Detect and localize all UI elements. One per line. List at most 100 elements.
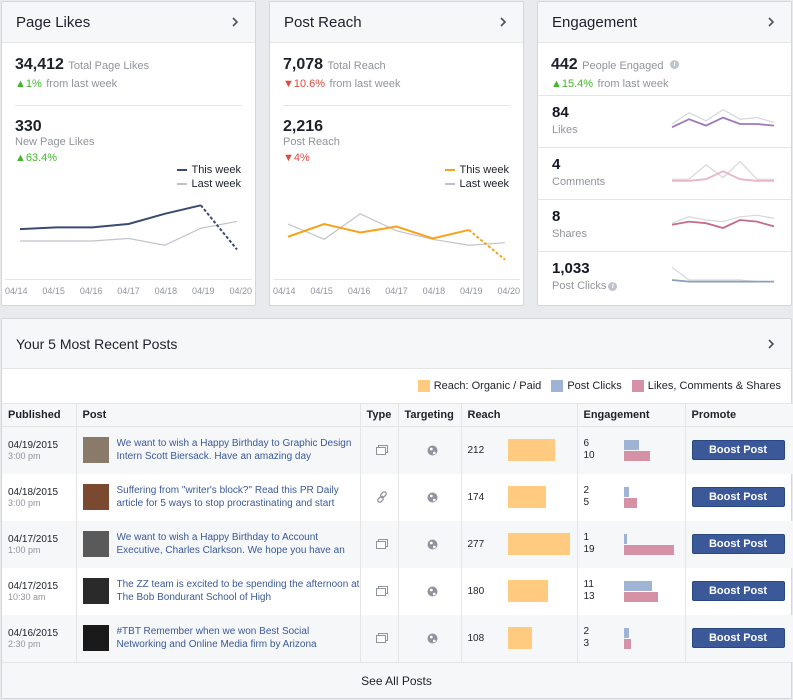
last-week-line — [20, 220, 238, 246]
engagement-sparkline — [671, 108, 775, 129]
post-clicks-value: 6 — [583, 438, 590, 450]
post-reach-chart — [287, 213, 506, 261]
new-page-likes-label: New Page Likes — [15, 136, 95, 148]
change-suffix: from last week — [329, 78, 401, 90]
post-reach-change: 4% — [293, 152, 310, 164]
engagement-row-comments[interactable]: 4 Comments — [538, 147, 791, 199]
recent-posts-card: Your 5 Most Recent Posts Reach: Organic … — [1, 318, 793, 699]
lcs-value: 3 — [583, 638, 590, 649]
post-cell[interactable]: We want to wish a Happy Birthday to Acco… — [76, 520, 361, 568]
change-suffix: from last week — [597, 78, 669, 90]
engagement-cell: 6 10 — [577, 426, 686, 474]
post-thumbnail[interactable] — [82, 531, 109, 557]
post-link[interactable]: #TBT Remember when we won Best Social Ne… — [116, 626, 317, 650]
targeting-cell — [398, 614, 462, 662]
legend-this-week: This week — [191, 164, 241, 176]
table-row: 04/16/2015 2:30 pm #TBT Remember when we w… — [2, 614, 793, 662]
boost-post-button[interactable]: Boost Post — [691, 534, 785, 554]
post-reach-x-axis: 04/14 04/15 04/16 04/17 04/18 04/19 04/20 — [273, 279, 520, 296]
post-reach-title: Post Reach — [284, 13, 362, 31]
post-link[interactable]: We want to wish a Happy Birthday to Acco… — [116, 532, 345, 556]
post-clicks-value: 11 — [583, 579, 594, 590]
post-clicks-bar — [623, 580, 653, 591]
boost-post-button[interactable]: Boost Post — [691, 581, 785, 601]
post-link[interactable]: Suffering from "writer's block?" Read th… — [116, 485, 339, 509]
reach-value: 277 — [467, 538, 485, 550]
post-clicks-bar — [623, 486, 629, 497]
new-page-likes-value: 330 — [15, 118, 42, 135]
legend-this-week: This week — [459, 164, 509, 176]
post-reach-header[interactable]: Post Reach — [270, 2, 523, 43]
legend-this-week-swatch — [445, 169, 456, 171]
reach-bar — [507, 580, 548, 602]
col-engagement[interactable]: Engagement — [577, 403, 686, 427]
post-thumbnail[interactable] — [82, 625, 109, 651]
this-week-line-projection — [200, 204, 238, 251]
reach-value: 180 — [467, 585, 485, 597]
targeting-cell — [398, 426, 462, 474]
targeting-cell — [398, 473, 462, 521]
post-link[interactable]: The ZZ team is excited to be spending th… — [116, 579, 360, 603]
post-link[interactable]: We want to wish a Happy Birthday to Grap… — [116, 438, 352, 463]
boost-post-button[interactable]: Boost Post — [691, 628, 785, 648]
x-tick-label: 04/18 — [154, 286, 178, 296]
post-thumbnail[interactable] — [82, 437, 109, 464]
chevron-right-icon[interactable] — [229, 16, 241, 28]
x-tick-label: 04/16 — [79, 286, 103, 296]
engagement-label: Shares — [552, 228, 587, 240]
total-reach-label: Total Reach — [327, 60, 386, 72]
chevron-right-icon[interactable] — [765, 338, 777, 350]
promote-cell: Boost Post — [685, 568, 793, 615]
post-reach-label: Post Reach — [283, 136, 340, 148]
photo-icon — [367, 539, 398, 549]
page-likes-chart — [19, 204, 238, 251]
boost-post-button[interactable]: Boost Post — [691, 487, 785, 507]
post-thumbnail[interactable] — [82, 578, 109, 604]
reach-value: 174 — [467, 491, 485, 503]
col-reach[interactable]: Reach — [461, 403, 578, 427]
col-promote[interactable]: Promote — [685, 403, 793, 427]
engagement-card: Engagement 442 People Engaged i ▲15.4% f… — [537, 1, 792, 306]
post-date: 04/18/2015 — [8, 486, 59, 498]
engagement-row-post-clicks[interactable]: 1,033 Post Clicks i — [538, 251, 791, 303]
chevron-right-icon[interactable] — [497, 16, 509, 28]
col-targeting[interactable]: Targeting — [398, 403, 462, 427]
post-cell[interactable]: We want to wish a Happy Birthday to Grap… — [76, 426, 361, 474]
post-cell[interactable]: The ZZ team is excited to be spending th… — [76, 567, 361, 615]
globe-icon — [405, 445, 461, 456]
engagement-value: 8 — [552, 208, 561, 225]
engagement-header[interactable]: Engagement — [538, 2, 791, 43]
last-week-sparkline — [671, 108, 775, 125]
col-post[interactable]: Post — [76, 403, 361, 427]
post-cell[interactable]: #TBT Remember when we won Best Social Ne… — [76, 614, 361, 662]
engagement-value: 1,033 — [552, 260, 590, 277]
clicks-swatch — [551, 380, 564, 392]
see-all-posts-link[interactable]: See All Posts — [2, 662, 791, 698]
post-thumbnail[interactable] — [82, 484, 109, 510]
boost-post-button[interactable]: Boost Post — [691, 440, 785, 461]
recent-posts-title: Your 5 Most Recent Posts — [16, 335, 178, 352]
engagement-value: 4 — [552, 156, 561, 173]
type-cell — [360, 614, 399, 662]
reach-bar — [507, 439, 555, 462]
engagement-row-likes[interactable]: 84 Likes — [538, 95, 791, 147]
post-clicks-bar — [623, 533, 627, 544]
page-likes-header[interactable]: Page Likes — [2, 2, 255, 43]
col-type[interactable]: Type — [360, 403, 399, 427]
info-icon[interactable]: i — [669, 60, 679, 70]
published-cell: 04/18/2015 3:00 pm — [2, 473, 77, 521]
recent-posts-header[interactable]: Your 5 Most Recent Posts — [2, 319, 791, 369]
engagement-row-shares[interactable]: 8 Shares — [538, 199, 791, 251]
x-tick-label: 04/19 — [460, 286, 483, 296]
engagement-value: 84 — [552, 104, 569, 121]
post-date: 04/16/2015 — [8, 627, 59, 639]
posts-table: Published Post Type Targeting Reach Enga… — [2, 403, 793, 662]
info-icon[interactable]: i — [608, 281, 618, 291]
post-cell[interactable]: Suffering from "writer's block?" Read th… — [76, 473, 361, 521]
post-clicks-value: 2 — [583, 485, 590, 496]
chevron-right-icon[interactable] — [765, 16, 777, 28]
legend-clicks: Post Clicks — [567, 380, 622, 392]
page-likes-x-axis: 04/14 04/15 04/16 04/17 04/18 04/19 04/20 — [5, 279, 252, 296]
col-published[interactable]: Published — [2, 403, 77, 427]
